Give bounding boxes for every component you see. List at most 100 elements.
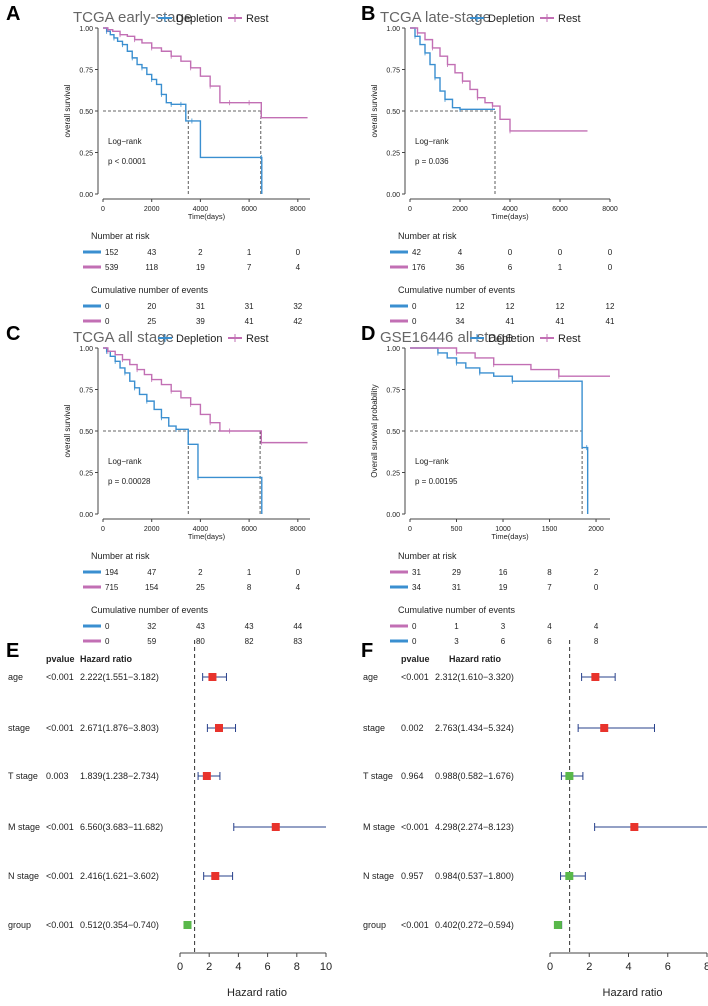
x-tick-label: 8 <box>294 961 300 973</box>
y-tick-label: 0.75 <box>79 388 93 395</box>
x-tick-label: 8000 <box>602 206 618 213</box>
pvalue-value: 0.002 <box>401 723 424 733</box>
y-axis-label: overall survival <box>63 404 72 457</box>
table-cell: 152 <box>105 248 119 257</box>
table-cell: 0 <box>594 583 599 592</box>
column-header-pvalue: pvalue <box>46 654 75 664</box>
logrank-pvalue: p = 0.00028 <box>108 477 151 486</box>
km-curve-rest <box>410 27 588 132</box>
y-tick-label: 0.25 <box>386 471 400 478</box>
variable-label: age <box>8 672 23 682</box>
column-header-hazard-ratio: Hazard ratio <box>449 654 502 664</box>
legend-label: Depletion <box>488 333 534 345</box>
table-cell: 4 <box>547 622 552 631</box>
table-cell: 0 <box>105 622 110 631</box>
logrank-label: Log−rank <box>415 137 450 146</box>
km-curve-rest <box>103 347 308 444</box>
x-tick-label: 4 <box>235 961 241 973</box>
hazard-ratio-text: 0.402(0.272−0.594) <box>435 920 514 930</box>
x-tick-label: 10 <box>320 961 332 973</box>
hazard-ratio-marker <box>565 772 574 780</box>
x-tick-label: 1500 <box>542 526 558 533</box>
table-cell: 715 <box>105 583 119 592</box>
pvalue-value: <0.001 <box>46 672 74 682</box>
y-axis-label: overall survival <box>370 84 379 137</box>
table-cell: 31 <box>412 568 421 577</box>
x-tick-label: 6000 <box>552 206 568 213</box>
hazard-ratio-marker <box>565 872 574 880</box>
pvalue-value: <0.001 <box>46 920 74 930</box>
table-cell: 12 <box>606 302 615 311</box>
hazard-ratio-text: 2.222(1.551−3.182) <box>80 672 159 682</box>
km-curve-rest <box>410 347 610 377</box>
variable-label: M stage <box>363 822 395 832</box>
hazard-ratio-text: 2.312(1.610−3.320) <box>435 672 514 682</box>
x-tick-label: 2000 <box>144 206 160 213</box>
panel-label: C <box>6 323 20 345</box>
table-title: Cumulative number of events <box>398 605 516 615</box>
table-cell: 4 <box>458 248 463 257</box>
pvalue-value: <0.001 <box>401 672 429 682</box>
table-cell: 29 <box>452 568 461 577</box>
y-tick-label: 0.00 <box>386 512 400 519</box>
x-tick-label: 2 <box>206 961 212 973</box>
y-tick-label: 0.75 <box>79 68 93 75</box>
hazard-ratio-text: 0.512(0.354−0.740) <box>80 920 159 930</box>
pvalue-value: 0.964 <box>401 771 424 781</box>
table-cell: 12 <box>456 302 465 311</box>
table-cell: 0 <box>412 302 417 311</box>
panel-label: A <box>6 3 20 25</box>
table-title: Cumulative number of events <box>91 285 209 295</box>
legend-label: Rest <box>246 13 269 25</box>
table-cell: 0 <box>558 248 563 257</box>
table-cell: 82 <box>245 637 254 646</box>
hazard-ratio-marker <box>202 772 211 780</box>
y-tick-label: 0.25 <box>79 471 93 478</box>
table-cell: 80 <box>196 637 205 646</box>
pvalue-value: <0.001 <box>46 822 74 832</box>
table-cell: 1 <box>247 248 252 257</box>
y-tick-label: 0.25 <box>386 151 400 158</box>
table-cell: 2 <box>198 568 203 577</box>
chart-title: GSE16446 all stage <box>380 329 513 346</box>
hazard-ratio-text: 0.984(0.537−1.800) <box>435 871 514 881</box>
x-tick-label: 8000 <box>290 206 306 213</box>
table-cell: 25 <box>147 317 156 326</box>
table-cell: 6 <box>547 637 552 646</box>
table-title: Cumulative number of events <box>91 605 209 615</box>
y-tick-label: 0.00 <box>79 192 93 199</box>
table-cell: 41 <box>606 317 615 326</box>
table-cell: 8 <box>247 583 252 592</box>
table-cell: 8 <box>594 637 599 646</box>
variable-label: N stage <box>363 871 394 881</box>
panel-label: E <box>6 640 19 662</box>
variable-label: M stage <box>8 822 40 832</box>
x-axis-label: Hazard ratio <box>227 987 287 999</box>
variable-label: N stage <box>8 871 39 881</box>
hazard-ratio-marker <box>600 724 609 732</box>
table-cell: 1 <box>454 622 459 631</box>
table-cell: 41 <box>556 317 565 326</box>
y-tick-label: 0.25 <box>79 151 93 158</box>
hazard-ratio-marker <box>591 673 600 681</box>
table-cell: 0 <box>296 568 301 577</box>
table-cell: 36 <box>456 263 465 272</box>
table-cell: 0 <box>105 302 110 311</box>
table-cell: 39 <box>196 317 205 326</box>
legend-label: Rest <box>246 333 269 345</box>
table-cell: 31 <box>196 302 205 311</box>
y-tick-label: 0.50 <box>386 429 400 436</box>
logrank-pvalue: p < 0.0001 <box>108 157 147 166</box>
x-tick-label: 500 <box>451 526 463 533</box>
x-tick-label: 0 <box>547 961 553 973</box>
km-panel-C: C TCGA all stage Depletion Rest 0.00 0.25 0.50… <box>6 323 310 646</box>
x-tick-label: 2000 <box>452 206 468 213</box>
x-tick-label: 2000 <box>588 526 604 533</box>
y-tick-label: 0.50 <box>386 109 400 116</box>
km-curve-depletion <box>103 27 263 194</box>
table-cell: 0 <box>105 637 110 646</box>
table-cell: 42 <box>412 248 421 257</box>
table-cell: 0 <box>412 317 417 326</box>
